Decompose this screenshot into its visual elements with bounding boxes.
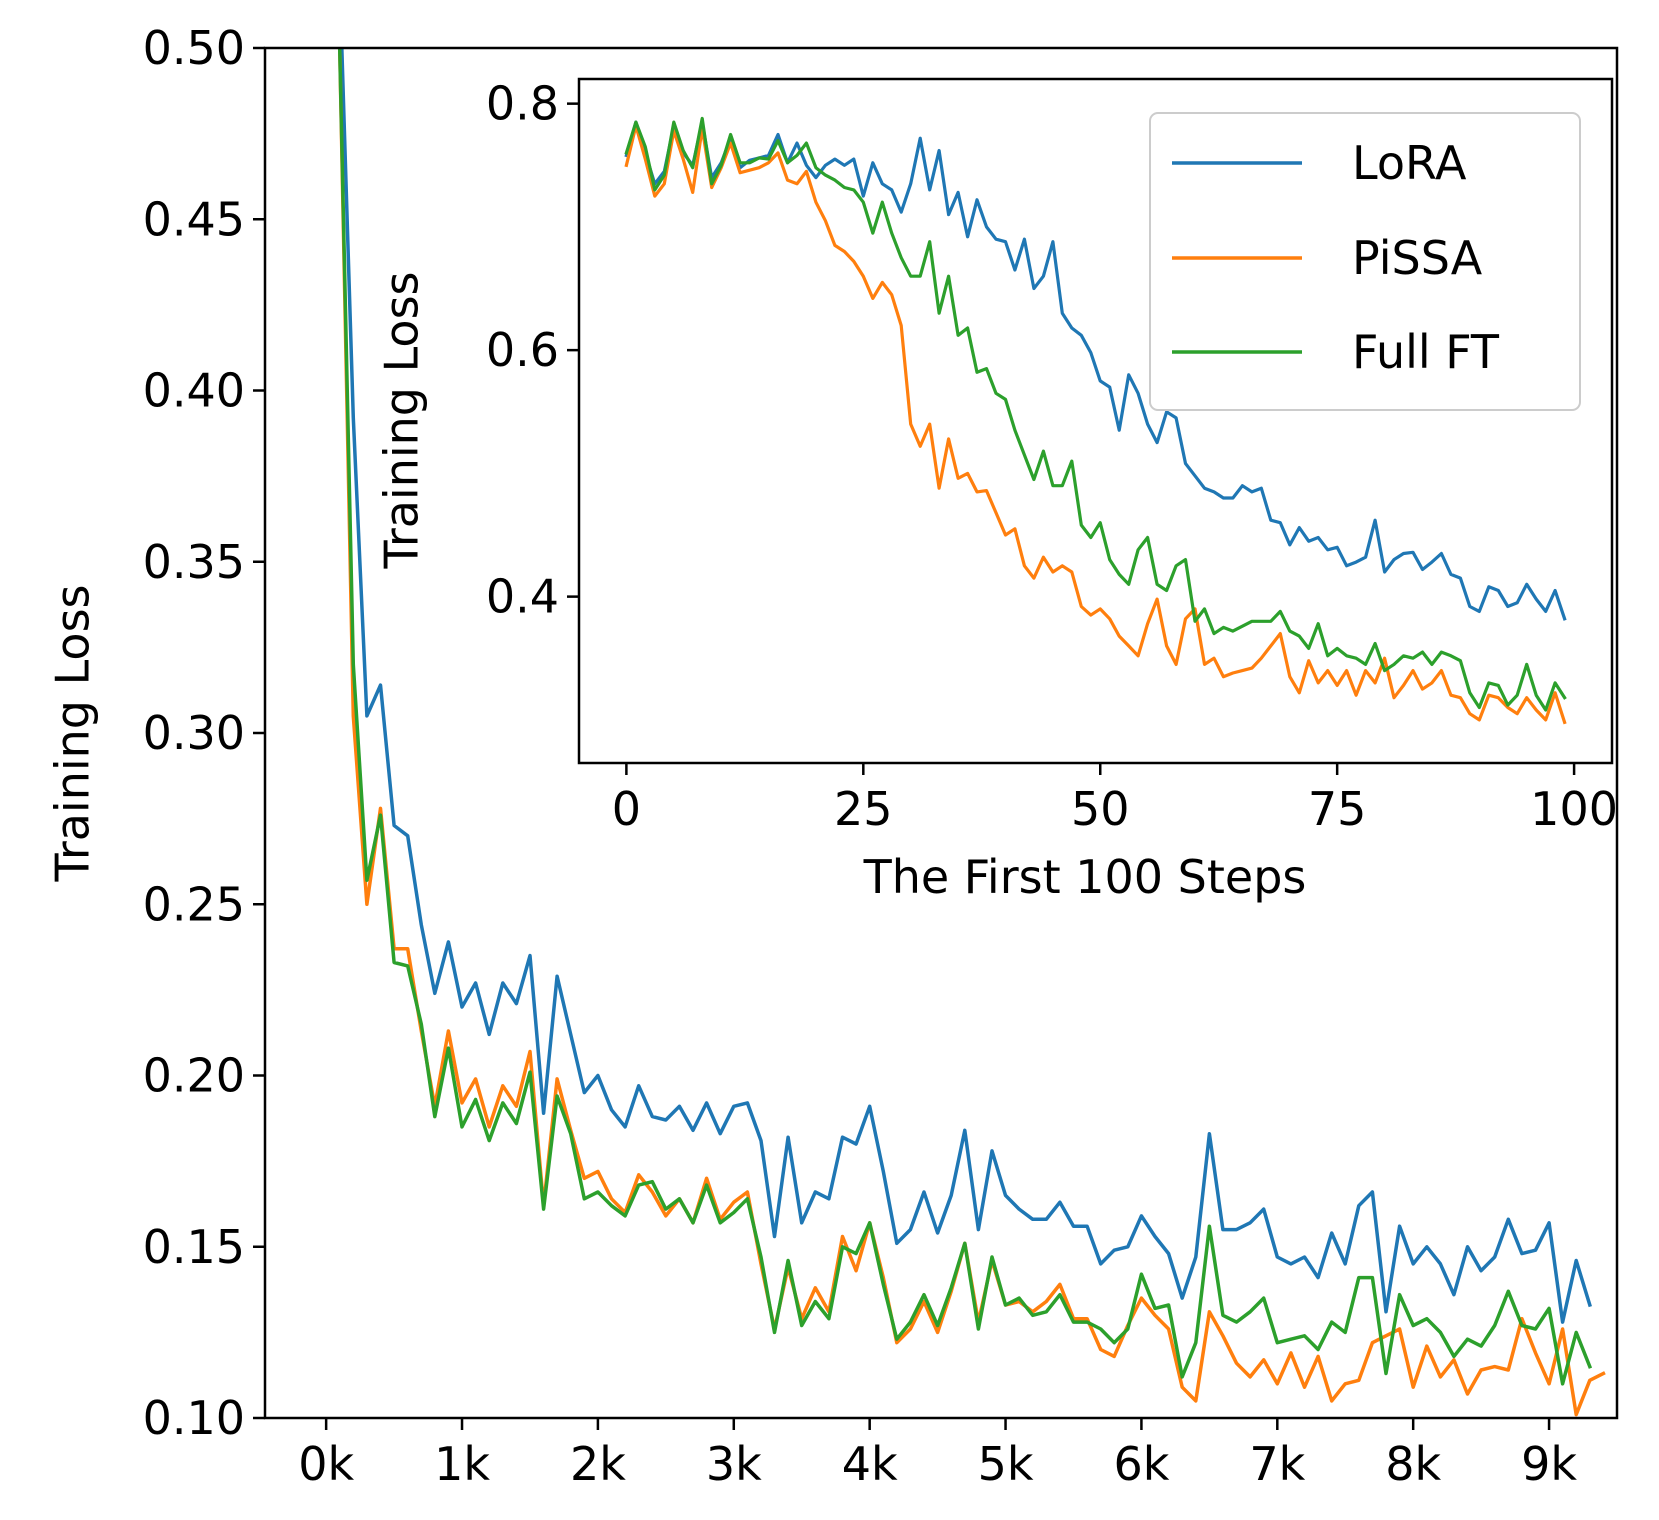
- main-x-tick-label: 6k: [1113, 1437, 1169, 1491]
- inset-series-full-ft: [624, 116, 1567, 712]
- main-x-tick-label: 4k: [842, 1437, 898, 1491]
- inset-x-tick-label: 0: [612, 782, 641, 836]
- main-x-tick-label: 5k: [978, 1437, 1034, 1491]
- inset-x-tick-label: 75: [1308, 782, 1367, 836]
- main-lines: [337, 48, 1606, 1417]
- main-series-full-ft: [337, 48, 1593, 1386]
- main-x-axis: 0k 1k 2k 3k 4k 5k 6k 7k 8k 9k: [298, 1418, 1577, 1491]
- legend: LoRA PiSSA Full FT: [1149, 112, 1581, 411]
- main-y-tick-label: 0.35: [143, 535, 245, 589]
- legend-label-lora: LoRA: [1352, 136, 1467, 190]
- inset-x-tick-label: 50: [1071, 782, 1130, 836]
- inset-plot-frame: [577, 77, 1614, 765]
- inset-x-tick-label: 25: [834, 782, 893, 836]
- main-y-axis-label: Training Loss: [46, 584, 100, 882]
- main-x-tick-label: 8k: [1385, 1437, 1441, 1491]
- main-y-tick-label: 0.40: [143, 364, 245, 418]
- inset-x-axis: 0 25 50 75 100: [612, 763, 1618, 836]
- legend-label-pissa: PiSSA: [1352, 231, 1483, 285]
- inset-x-tick-label: 100: [1530, 782, 1618, 836]
- inset-y-axis-label: Training Loss: [375, 271, 429, 569]
- main-x-tick-label: 9k: [1521, 1437, 1577, 1491]
- main-y-tick-label: 0.15: [143, 1220, 245, 1274]
- main-y-tick-label: 0.20: [143, 1049, 245, 1103]
- inset-y-tick-label: 0.8: [486, 77, 559, 131]
- legend-label-full-ft: Full FT: [1352, 325, 1500, 379]
- main-x-tick-label: 3k: [706, 1437, 762, 1491]
- inset-x-axis-label: The First 100 Steps: [863, 850, 1307, 904]
- legend-frame: [1149, 112, 1581, 411]
- main-x-tick-label: 0k: [298, 1437, 354, 1491]
- main-y-tick-label: 0.45: [143, 192, 245, 246]
- main-y-tick-label: 0.10: [143, 1391, 245, 1445]
- inset-series-pissa: [624, 124, 1567, 725]
- main-y-axis: 0.10 0.15 0.20 0.25 0.30 0.35 0.40 0.45 0.50: [143, 21, 265, 1445]
- main-y-tick-label: 0.50: [143, 21, 245, 75]
- inset-y-axis: 0.4 0.6 0.8: [486, 77, 579, 624]
- inset-y-tick-label: 0.4: [486, 570, 559, 624]
- main-y-tick-label: 0.30: [143, 706, 245, 760]
- main-x-tick-label: 7k: [1249, 1437, 1305, 1491]
- main-x-tick-label: 2k: [570, 1437, 626, 1491]
- main-series-lora: [340, 48, 1592, 1324]
- inset-plot: 0.4 0.6 0.8 0 25 50 75 100 Training Loss The F…: [375, 77, 1618, 904]
- inset-y-tick-label: 0.6: [486, 323, 559, 377]
- main-x-tick-label: 1k: [434, 1437, 490, 1491]
- inset-lines: [624, 116, 1567, 725]
- main-y-tick-label: 0.25: [143, 877, 245, 931]
- main-plot: 0.100.150.200.250.300.350.400.450.50 0k 1…: [46, 21, 1619, 1491]
